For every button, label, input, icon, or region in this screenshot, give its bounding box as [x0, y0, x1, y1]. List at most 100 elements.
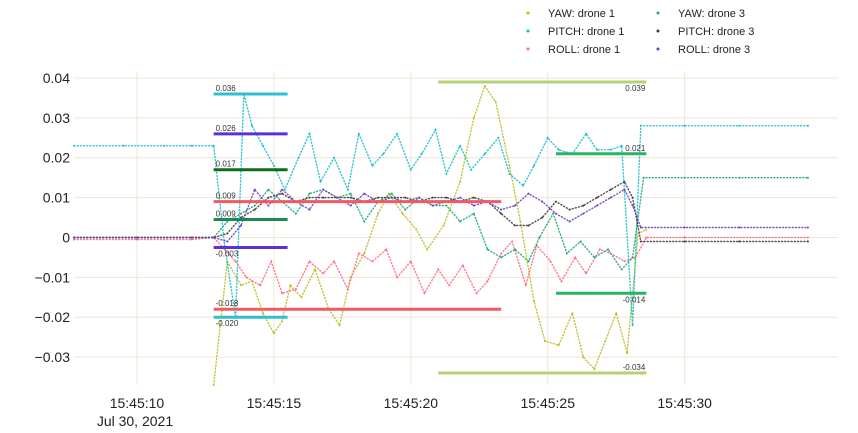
data-point [623, 188, 626, 191]
data-point [461, 264, 464, 267]
legend-item[interactable]: PITCH: drone 3 [656, 26, 755, 38]
y-tick-label: −0.01 [35, 269, 71, 285]
data-point [598, 248, 601, 251]
data-point [533, 300, 535, 303]
reference-lines: 0.036 0.026 0.017 0.009 0.009 -0.003 -0.018 -0.… [213, 80, 647, 375]
data-point [645, 236, 648, 239]
legend-item[interactable]: YAW: drone 1 [526, 8, 616, 20]
data-point [582, 212, 585, 215]
reference-line-label: -0.020 [216, 319, 239, 328]
y-tick-label: −0.02 [35, 309, 71, 325]
legend[interactable]: YAW: drone 1 PITCH: drone 1 ROLL: drone 1 Y… [526, 8, 755, 56]
legend-marker [656, 47, 660, 51]
data-point [377, 196, 379, 199]
y-tick-label: 0.01 [43, 190, 70, 206]
data-point [593, 368, 596, 371]
data-point [639, 240, 642, 243]
data-point [527, 224, 530, 227]
data-point [631, 256, 634, 259]
data-point [806, 226, 809, 229]
data-point [557, 344, 560, 347]
y-axis: 0.04 0.03 0.02 0.01 0 −0.01 −0.02 −0.03 [35, 70, 71, 365]
data-point [582, 204, 585, 207]
reference-line-label: 0.021 [625, 144, 646, 153]
data-point [396, 276, 399, 279]
data-point [437, 268, 440, 271]
legend-item[interactable]: ROLL: drone 1 [526, 44, 621, 56]
reference-line-label: 0.009 [216, 192, 237, 201]
data-point [308, 260, 311, 263]
y-tick-label: 0.04 [43, 70, 70, 86]
data-point [541, 200, 544, 203]
legend-item[interactable]: YAW: drone 3 [656, 8, 746, 20]
data-point [335, 196, 338, 199]
data-point [806, 124, 809, 127]
data-point [486, 248, 489, 251]
data-point [620, 144, 623, 147]
data-point [596, 148, 598, 151]
data-point [519, 220, 522, 223]
data-point [579, 240, 582, 243]
legend-item[interactable]: ROLL: drone 3 [656, 44, 751, 56]
data-point [513, 248, 516, 251]
legend-item[interactable]: PITCH: drone 1 [526, 26, 625, 38]
reference-line-label: 0.039 [625, 84, 646, 93]
data-point [549, 260, 552, 263]
data-point [240, 284, 242, 287]
data-point [349, 192, 352, 195]
data-point [683, 240, 686, 243]
data-point [346, 288, 349, 291]
data-point [363, 220, 366, 223]
legend-marker [656, 29, 660, 33]
data-point [486, 280, 489, 283]
series-1 [212, 84, 648, 386]
data-point [190, 144, 193, 147]
data-point [634, 256, 637, 259]
data-point [472, 196, 475, 199]
data-point [314, 268, 316, 271]
data-point [568, 208, 571, 211]
data-point [338, 324, 341, 327]
data-point [267, 204, 270, 207]
data-point [357, 132, 360, 135]
y-tick-label: 0.03 [43, 110, 70, 126]
series-2 [73, 92, 809, 327]
data-point [538, 236, 541, 239]
data-point [806, 240, 809, 243]
y-tick-label: −0.03 [35, 349, 71, 365]
legend-marker [526, 29, 530, 33]
data-point [544, 340, 546, 343]
data-point [212, 236, 215, 239]
data-point [390, 196, 393, 199]
data-point [346, 188, 349, 191]
data-point [483, 152, 486, 155]
data-point [322, 196, 325, 199]
data-point [472, 204, 475, 207]
data-point [623, 180, 626, 183]
data-point [626, 352, 629, 355]
data-point [593, 256, 596, 259]
data-point [234, 260, 237, 263]
data-point [333, 260, 336, 263]
legend-marker [526, 11, 530, 15]
data-point [513, 204, 516, 207]
data-point [609, 188, 612, 191]
data-point [272, 332, 275, 335]
data-point [806, 176, 809, 179]
reference-line-label: 0.036 [216, 84, 237, 93]
data-point [226, 240, 229, 243]
data-point [251, 124, 253, 127]
data-point [475, 292, 478, 295]
data-point [396, 132, 399, 135]
y-tick-label: 0.02 [43, 150, 70, 166]
data-point [357, 252, 360, 255]
data-point [642, 176, 645, 179]
data-point [308, 196, 311, 199]
data-point [522, 184, 525, 187]
data-point [604, 340, 607, 343]
data-point [560, 280, 563, 283]
x-tick-label: 15:45:15 [247, 395, 302, 411]
data-point [226, 232, 229, 235]
data-point [500, 252, 503, 255]
reference-line-label: -0.014 [623, 295, 646, 304]
